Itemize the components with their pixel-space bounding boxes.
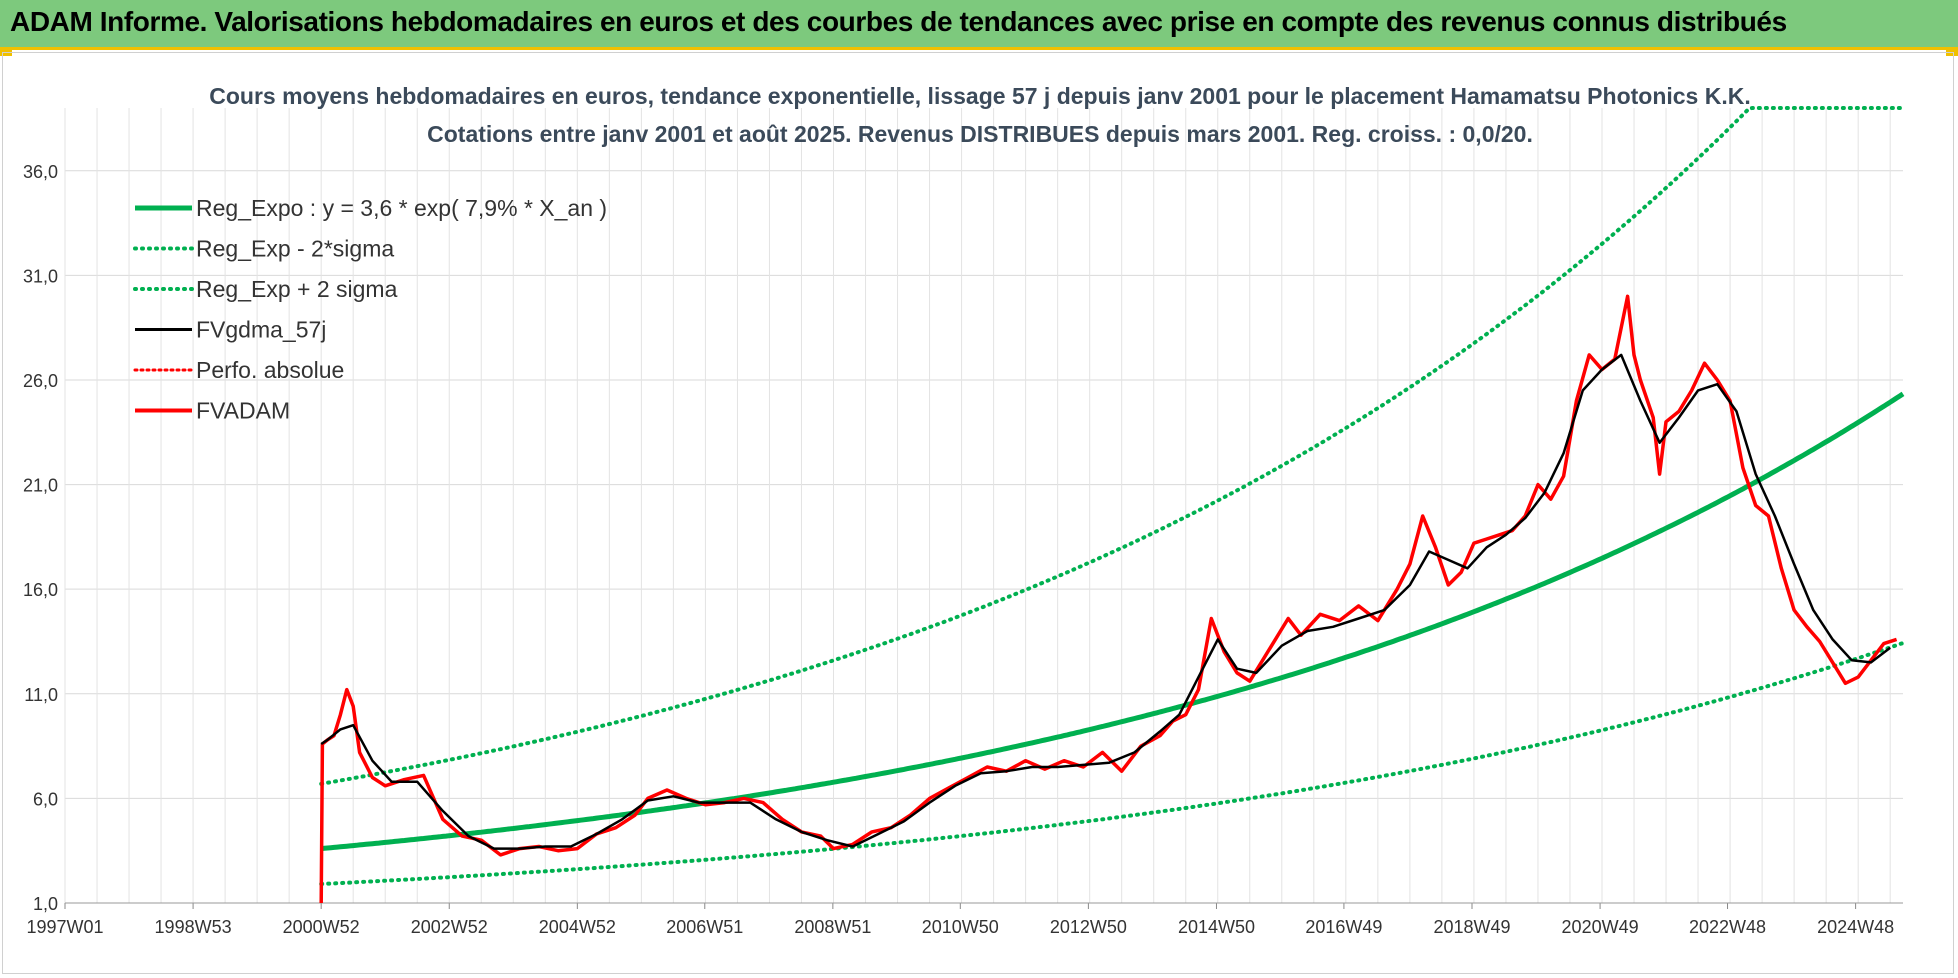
chart-subtitle: Cotations entre janv 2001 et août 2025. … [427,121,1533,147]
x-tick-label: 1997W01 [26,917,103,937]
y-tick-label: 1,0 [33,894,58,914]
x-tick-label: 2024W48 [1817,917,1894,937]
x-tick-label: 2010W50 [922,917,999,937]
legend-label: Perfo. absolue [196,357,344,383]
y-tick-label: 21,0 [23,476,58,496]
series [319,106,1905,904]
x-tick-label: 2002W52 [411,917,488,937]
legend-label: Reg_Expo : y = 3,6 * exp( 7,9% * X_an ) [196,195,607,221]
chart-frame [2,52,1954,974]
corner-marker-right [1946,50,1958,56]
x-tick-label: 2000W52 [283,917,360,937]
y-tick-label: 26,0 [23,371,58,391]
series-reg-exp-minus-2sigma [319,641,1905,886]
series-reg-exp-plus-2sigma [319,106,1905,786]
grid [64,108,1903,904]
axes: 1,0 6,0 11,0 16,0 21,0 26,0 31,0 36,0 1997W01 199… [23,162,1903,937]
y-tick-label: 16,0 [23,580,58,600]
x-tick-label: 2008W51 [794,917,871,937]
x-tick-label: 2020W49 [1562,917,1639,937]
legend: Reg_Expo : y = 3,6 * exp( 7,9% * X_an ) R… [133,195,607,424]
corner-marker-left [0,50,12,56]
legend-label: Reg_Exp + 2 sigma [196,276,398,302]
legend-label: Reg_Exp - 2*sigma [196,236,394,262]
legend-label: FVgdma_57j [196,317,326,343]
x-tick-label: 1998W53 [155,917,232,937]
y-tick-label: 11,0 [24,685,58,705]
banner-title: ADAM Informe. Valorisations hebdomadaire… [10,6,1787,37]
x-tick-label: 2016W49 [1305,917,1382,937]
x-tick-label: 2018W49 [1433,917,1510,937]
legend-label: FVADAM [196,398,290,424]
x-tick-label: 2014W50 [1178,917,1255,937]
series-reg-expo [320,391,1905,852]
y-tick-label: 36,0 [23,162,58,182]
x-tick-label: 2004W52 [539,917,616,937]
series-fvgdma-57j [320,353,1891,850]
header-banner: ADAM Informe. Valorisations hebdomadaire… [0,0,1958,50]
series-fvadam [319,294,1898,904]
y-tick-label: 6,0 [33,789,58,809]
x-tick-label: 2006W51 [666,917,743,937]
x-tick-label: 2022W48 [1689,917,1766,937]
x-tick-label: 2012W50 [1050,917,1127,937]
y-tick-label: 31,0 [23,266,58,286]
chart-title: Cours moyens hebdomadaires en euros, ten… [209,83,1750,109]
